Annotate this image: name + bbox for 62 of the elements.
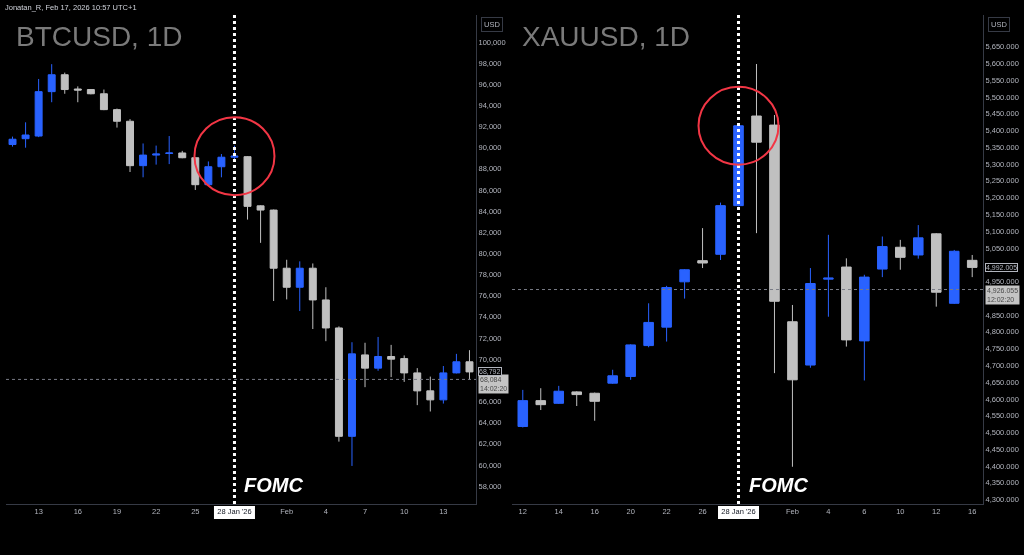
candlestick: [535, 387, 547, 411]
candlestick: [913, 224, 924, 260]
candlestick: [697, 227, 708, 269]
candlestick: [841, 257, 852, 348]
candlestick: [948, 249, 960, 305]
candlestick: [679, 268, 690, 300]
candlestick: [400, 354, 409, 383]
candlestick: [8, 136, 17, 148]
candlestick: [426, 376, 435, 412]
candlestick: [751, 63, 762, 234]
candlestick: [374, 336, 383, 372]
candlestick: [178, 150, 187, 159]
candlestick: [413, 367, 422, 406]
candlestick: [152, 145, 161, 166]
candlestick: [295, 260, 304, 312]
candlestick: [308, 262, 317, 330]
candlestick: [452, 353, 461, 374]
chart-title: XAUUSD, 1D: [522, 21, 691, 52]
candlestick: [73, 85, 82, 103]
candlestick: [47, 63, 56, 103]
candlestick: [387, 344, 396, 378]
candlestick: [113, 108, 121, 129]
candlestick: [321, 286, 330, 342]
candlestick: [769, 114, 780, 374]
candlestick: [571, 390, 582, 407]
candlestick: [217, 153, 226, 178]
candlestick: [895, 239, 906, 271]
candlestick: [256, 204, 265, 244]
candlestick: [589, 392, 600, 422]
chart-title: BTCUSD, 1D: [16, 21, 183, 52]
candlestick: [643, 302, 654, 348]
candlestick: [139, 142, 148, 178]
candlestick: [126, 118, 134, 173]
candlestick: [34, 78, 43, 138]
candlestick: [625, 343, 636, 381]
candlestick: [165, 135, 174, 165]
candlestick: [334, 325, 343, 443]
candlestick: [966, 254, 978, 278]
candlestick: [787, 304, 798, 468]
candlestick: [439, 365, 448, 405]
candlestick: [715, 202, 726, 261]
candlestick: [930, 232, 942, 308]
candlestick: [553, 385, 565, 405]
candlestick: [348, 341, 356, 467]
candlestick: [21, 121, 30, 149]
candlestick: [607, 369, 618, 385]
candlestick: [661, 285, 672, 343]
candlestick: [269, 209, 278, 302]
candlestick: [823, 234, 834, 318]
candlestick: [243, 155, 252, 221]
candlestick: [805, 267, 816, 369]
candlestick: [99, 89, 108, 111]
candlestick: [517, 389, 529, 428]
candlestick: [465, 349, 474, 381]
candlestick: [859, 274, 870, 381]
ref-line-label: FOMC: [244, 474, 304, 496]
candlestick: [204, 160, 213, 187]
candlestick: [282, 259, 291, 300]
candlestick: [877, 236, 888, 278]
candlestick: [361, 342, 369, 388]
candlestick: [60, 72, 69, 95]
ref-line-label: FOMC: [749, 474, 809, 496]
